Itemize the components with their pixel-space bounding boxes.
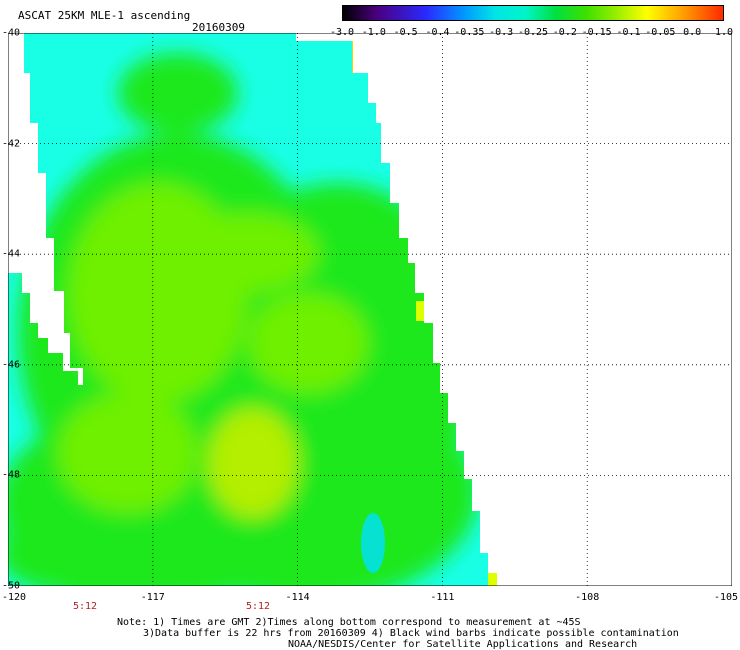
- swath-patch: [208, 408, 298, 518]
- lon-tick-label: -114: [285, 592, 310, 603]
- lat-tick-label: -48: [2, 469, 21, 481]
- lon-tick-label: -111: [430, 592, 455, 603]
- colorbar: [342, 5, 724, 21]
- lat-tick-label: -40: [2, 27, 21, 39]
- time-label: 5:12: [72, 601, 98, 612]
- lon-tick-label: -105: [713, 592, 739, 603]
- lat-tick-label: -44: [2, 248, 21, 260]
- swath-edge-highlight: [416, 301, 424, 321]
- lat-tick-label: -42: [2, 138, 21, 150]
- swath-patch: [248, 293, 368, 393]
- swath-edge-highlight: [352, 41, 360, 73]
- swath-patch: [118, 53, 238, 133]
- time-label: 5:12: [245, 601, 271, 612]
- swath-patch: [58, 393, 198, 513]
- grid-lines: [8, 33, 732, 586]
- lon-tick-label: -117: [140, 592, 165, 603]
- note-line-1: Note: 1) Times are GMT 2)Times along bot…: [117, 617, 581, 628]
- swath-patch: [8, 513, 138, 586]
- lat-tick-label: -46: [2, 359, 21, 371]
- map-frame: [8, 33, 732, 586]
- swath-blue-patch: [361, 513, 385, 573]
- plot-date: 20160309: [192, 21, 245, 34]
- wind-swath: [8, 33, 497, 586]
- swath-edge-highlight: [488, 573, 497, 586]
- plot-title: ASCAT 25KM MLE-1 ascending: [18, 9, 191, 22]
- swath-data: [8, 33, 497, 586]
- swath-patch: [68, 183, 248, 403]
- note-line-2: 3)Data buffer is 22 hrs from 20160309 4)…: [143, 628, 679, 639]
- lat-tick-label: -50: [2, 580, 21, 592]
- swath-blobs: [8, 53, 478, 586]
- lon-tick-label: -120: [1, 592, 27, 603]
- note-line-3: NOAA/NESDIS/Center for Satellite Applica…: [288, 639, 638, 650]
- swath-patch: [178, 213, 318, 293]
- lon-tick-label: -108: [575, 592, 600, 603]
